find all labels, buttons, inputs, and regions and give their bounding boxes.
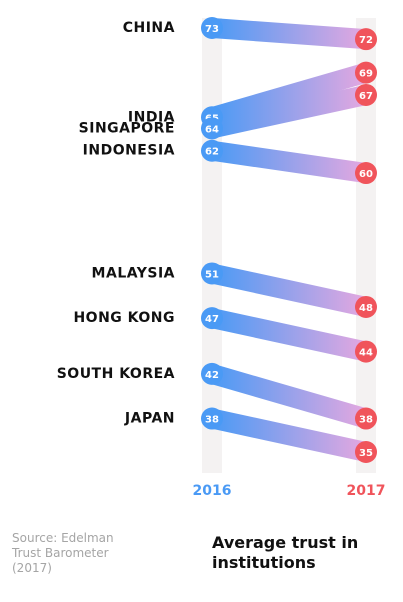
slope-band [202, 263, 376, 317]
value-dot [201, 17, 223, 39]
value-dot [201, 117, 223, 140]
value-dot [355, 83, 377, 106]
value-label: 72 [359, 35, 373, 46]
slope-band [202, 308, 376, 362]
source-note: Source: Edelman Trust Barometer (2017) [12, 531, 114, 575]
value-label: 42 [205, 370, 219, 381]
value-dot [355, 162, 377, 185]
slope-band [202, 140, 376, 184]
value-label: 48 [359, 303, 373, 314]
value-label: 38 [359, 415, 373, 426]
value-label: 64 [205, 124, 219, 135]
series-label: 2016 [193, 483, 232, 499]
value-dot [201, 362, 223, 385]
value-label: 44 [359, 348, 373, 359]
value-dot [355, 295, 377, 318]
value-label: 35 [359, 448, 373, 459]
slope-band [202, 363, 376, 429]
category-label: HONG KONG [73, 310, 175, 326]
column-track [202, 18, 222, 473]
value-label: 62 [205, 147, 219, 158]
value-label: 38 [205, 415, 219, 426]
slope-band [202, 408, 376, 462]
value-label: 73 [205, 24, 219, 35]
slope-band [202, 84, 376, 139]
value-dot [201, 307, 223, 330]
slope-band [202, 62, 376, 128]
category-label: INDONESIA [83, 143, 175, 159]
value-dot [355, 441, 377, 463]
category-label: JAPAN [124, 411, 175, 427]
value-dot [201, 139, 223, 162]
value-dot [201, 407, 223, 430]
value-dot [355, 61, 377, 84]
category-label: MALAYSIA [92, 265, 175, 281]
series-label: 2017 [347, 483, 386, 499]
value-dot [201, 262, 223, 285]
category-label: SOUTH KOREA [57, 366, 175, 382]
value-dot [355, 407, 377, 430]
value-dot [355, 28, 377, 51]
value-dot [355, 340, 377, 363]
value-label: 69 [359, 69, 373, 80]
category-label: SINGAPORE [79, 120, 175, 136]
slope-band [202, 18, 376, 50]
category-label: INDIA [128, 109, 175, 125]
value-label: 47 [205, 314, 219, 325]
chart-title: Average trust in institutions [212, 533, 359, 572]
category-label: CHINA [123, 20, 175, 36]
value-label: 60 [359, 169, 373, 180]
value-label: 51 [205, 269, 219, 280]
value-label: 67 [359, 91, 373, 102]
